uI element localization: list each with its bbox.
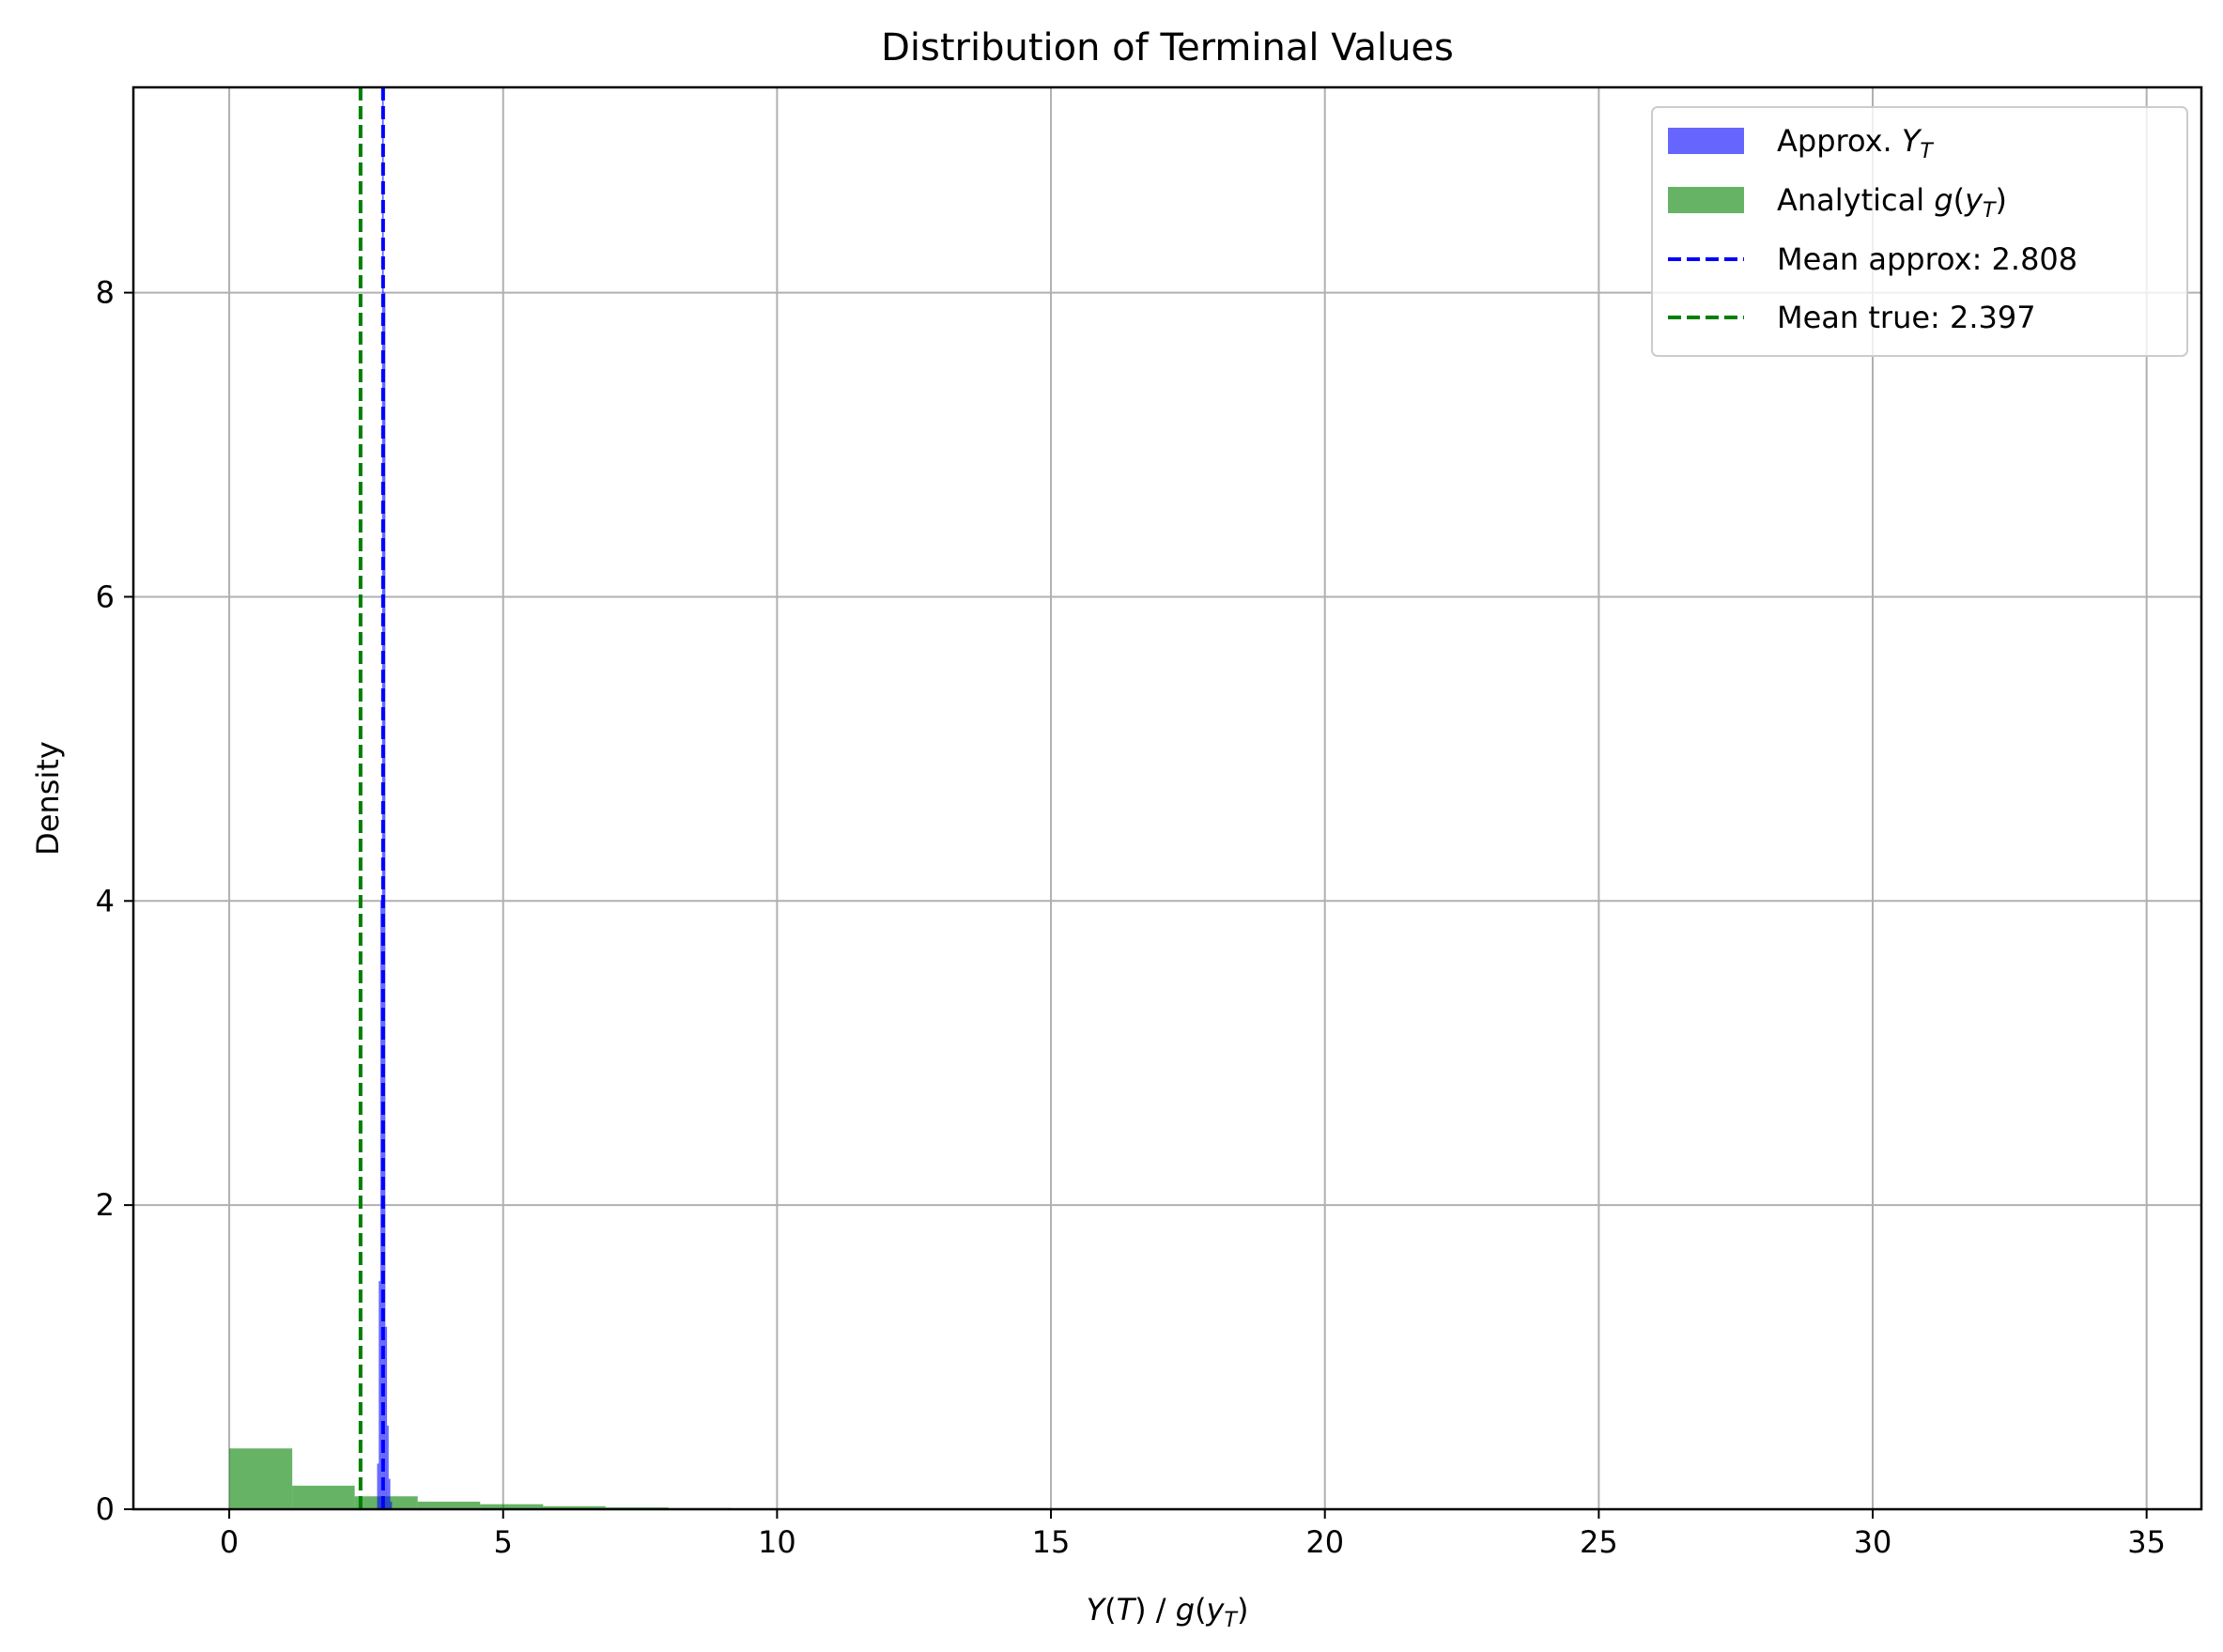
analytical-hist-bar — [229, 1448, 293, 1509]
y-tick-label: 0 — [96, 1491, 115, 1527]
x-tick-label: 25 — [1580, 1524, 1618, 1560]
y-tick-label: 8 — [96, 275, 115, 311]
analytical-hist-bar — [417, 1501, 481, 1509]
analytical-hist-bar — [543, 1505, 606, 1509]
x-tick-label: 10 — [758, 1524, 796, 1560]
x-axis-ticks: 0 5 10 15 20 25 30 35 — [220, 1509, 2166, 1560]
chart-title: Distribution of Terminal Values — [881, 26, 1454, 69]
x-tick-label: 5 — [494, 1524, 513, 1560]
y-axis-label: Density — [30, 741, 66, 856]
approx-hist-bar — [387, 1425, 389, 1509]
x-axis-label: Y(T) / g(yT) — [1087, 1592, 1249, 1632]
x-tick-label: 20 — [1305, 1524, 1344, 1560]
analytical-hist-bar — [480, 1504, 544, 1509]
approx-hist-bar — [378, 1281, 381, 1509]
y-tick-label: 6 — [96, 579, 115, 614]
analytical-hist-bar — [292, 1485, 355, 1509]
x-tick-label: 30 — [1854, 1524, 1892, 1560]
x-tick-label: 15 — [1032, 1524, 1071, 1560]
approx-hist-bar — [385, 1326, 388, 1509]
mean-lines — [358, 87, 385, 1509]
legend-label-mean-approx: Mean approx: 2.808 — [1777, 241, 2077, 277]
legend-label-analytical: Analytical g(yT) — [1777, 182, 2007, 223]
plot-frame — [131, 85, 2203, 1511]
legend-swatch-analytical — [1668, 187, 1744, 213]
x-tick-label: 0 — [220, 1524, 239, 1560]
approx-hist-bar — [390, 1501, 393, 1509]
legend-label-approx: Approx. YT — [1777, 123, 1934, 163]
legend-box — [1651, 106, 2188, 357]
x-tick-label: 35 — [2127, 1524, 2166, 1560]
y-axis-ticks: 0 2 4 6 8 — [96, 275, 133, 1527]
approx-hist-bar — [377, 1463, 379, 1509]
y-tick-label: 4 — [96, 883, 115, 919]
y-tick-label: 2 — [96, 1187, 115, 1223]
approx-hist-bar — [388, 1478, 391, 1509]
legend: Approx. YT Analytical g(yT) Mean approx: 2… — [1651, 106, 2188, 357]
legend-label-mean-true: Mean true: 2.397 — [1777, 300, 2036, 335]
legend-swatch-approx — [1668, 128, 1744, 154]
